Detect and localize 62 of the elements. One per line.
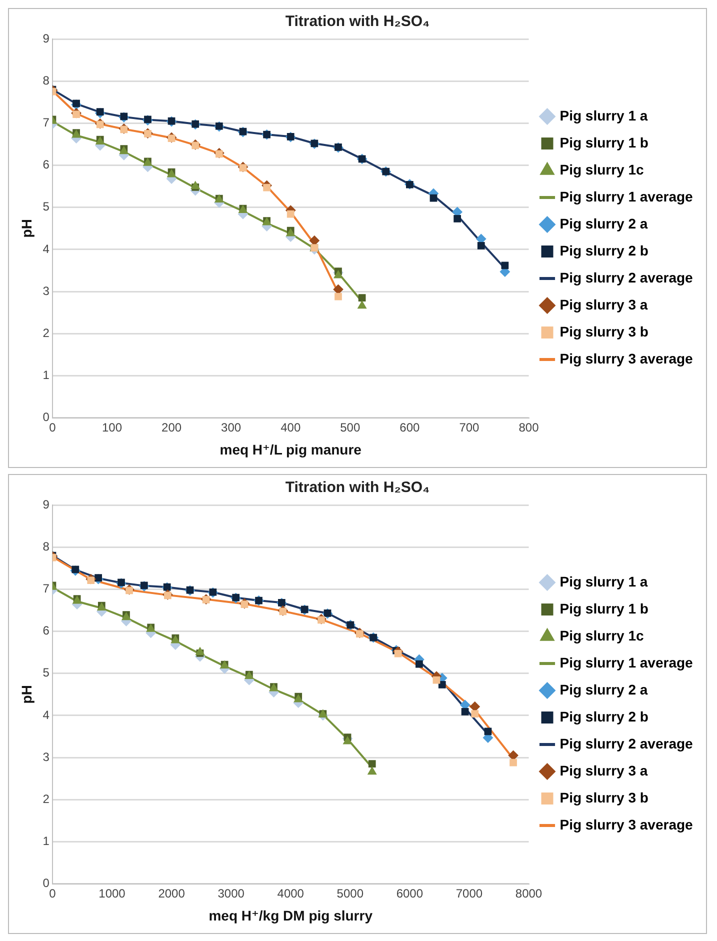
x-tick-label: 4000 [277,886,304,900]
legend-label: Pig slurry 2 average [560,269,694,286]
y-tick-label: 9 [42,31,50,46]
y-tick-label: 7 [42,115,50,130]
x-axis-title: meq H⁺/L pig manure [220,441,362,458]
y-tick-label: 1 [42,834,50,848]
y-tick-label: 4 [42,242,50,256]
chart-title: Titration with H₂SO₄ [285,13,430,30]
y-axis-title: pH [18,685,34,704]
x-tick-label: 1000 [98,886,126,900]
x-tick-label: 800 [518,420,540,434]
x-tick-label: 300 [221,420,242,434]
legend-label: Pig slurry 1 b [560,134,648,150]
y-tick-label: 5 [42,666,50,680]
y-tick-label: 2 [42,792,50,806]
x-tick-label: 100 [102,420,122,434]
y-tick-label: 4 [42,708,50,722]
chart-title: Titration with H₂SO₄ [285,479,430,496]
legend-label: Pig slurry 1 b [560,600,648,616]
legend-label: Pig slurry 1 a [560,573,648,590]
legend-label: Pig slurry 3 a [560,296,648,312]
legend-label: Pig slurry 1 a [560,107,648,124]
x-axis-title: meq H⁺/kg DM pig slurry [208,907,373,924]
x-tick-label: 400 [280,420,301,434]
y-tick-label: 2 [42,326,50,340]
legend-label: Pig slurry 3 a [560,762,648,778]
x-tick-label: 600 [400,420,420,434]
y-tick-label: 6 [42,624,50,638]
legend-label: Pig slurry 2 a [560,681,648,698]
legend-label: Pig slurry 3 b [560,323,648,340]
legend-label: Pig slurry 3 average [560,350,694,366]
x-tick-label: 500 [340,420,360,434]
y-tick-label: 0 [42,410,50,424]
y-tick-label: 1 [42,368,50,382]
y-tick-label: 8 [42,539,50,554]
legend-label: Pig slurry 1c [560,161,644,178]
y-tick-label: 9 [42,497,50,512]
x-tick-label: 200 [162,420,182,434]
legend-label: Pig slurry 2 b [560,708,648,724]
y-tick-label: 3 [42,284,50,298]
legend-label: Pig slurry 1 average [560,654,694,670]
y-tick-label: 8 [42,73,50,88]
legend-label: Pig slurry 1 average [560,188,694,204]
x-tick-label: 3000 [218,886,245,900]
legend-label: Pig slurry 3 b [560,789,648,806]
legend-label: Pig slurry 2 b [560,242,648,258]
legend-label: Pig slurry 3 average [560,816,694,832]
y-tick-label: 7 [42,581,50,596]
x-tick-label: 8000 [515,886,542,900]
y-tick-label: 6 [42,158,50,172]
x-tick-label: 700 [459,420,480,434]
x-tick-label: 5000 [336,886,364,900]
y-axis-title: pH [18,219,34,238]
x-tick-label: 7000 [456,886,483,900]
legend-label: Pig slurry 1c [560,627,644,644]
y-tick-label: 3 [42,750,50,764]
y-tick-label: 0 [42,876,50,890]
x-tick-label: 6000 [396,886,424,900]
x-tick-label: 2000 [158,886,186,900]
y-tick-label: 5 [42,200,50,214]
legend-label: Pig slurry 2 a [560,215,648,232]
legend-label: Pig slurry 2 average [560,735,694,752]
